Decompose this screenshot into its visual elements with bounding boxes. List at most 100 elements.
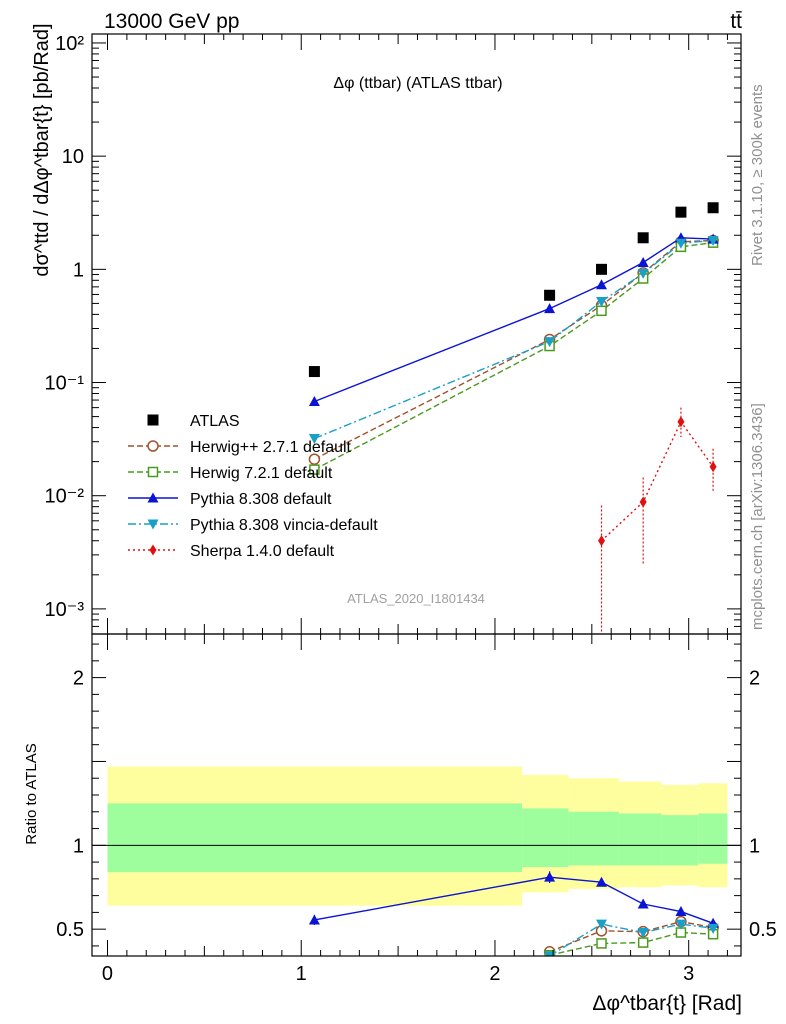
data-point — [675, 238, 687, 249]
ratio-y-tick-label: 2 — [73, 668, 84, 690]
ratio-point — [707, 923, 719, 934]
ratio-point — [675, 906, 687, 917]
series-pythia-8-308-vincia-default — [308, 235, 719, 445]
rivet-label: Rivet 3.1.10, ≥ 300k events — [749, 84, 766, 266]
data-point — [598, 535, 606, 547]
legend-marker — [147, 466, 159, 478]
ratio-y-tick-label: 1 — [73, 835, 84, 857]
data-point — [309, 464, 320, 475]
data-point — [596, 263, 608, 275]
data-point — [639, 496, 647, 508]
series-pythia-8-308-default — [308, 232, 719, 406]
x-tick-label: 1 — [296, 963, 307, 985]
data-point — [308, 434, 320, 445]
series-sherpa-1-4-0-default — [598, 407, 717, 634]
legend-label: Pythia 8.308 vincia-default — [190, 517, 378, 534]
x-tick-label: 0 — [102, 963, 113, 985]
series-line — [314, 239, 714, 460]
series-atlas — [308, 202, 719, 378]
series-herwig-2-7-1-default — [308, 234, 719, 465]
data-point — [675, 206, 687, 218]
legend-entry: Herwig++ 2.7.1 default — [128, 439, 352, 456]
data-point — [308, 395, 320, 406]
legend-label: Herwig++ 2.7.1 default — [190, 439, 352, 456]
y-tick-label: 1 — [73, 259, 84, 281]
inner-band-segment — [107, 803, 523, 873]
main-plot-panel — [308, 202, 719, 634]
mcplots-label: mcplots.cern.ch [arXiv:1306.3436] — [749, 403, 766, 630]
ratio-line — [549, 920, 714, 953]
inner-band-segment — [522, 808, 569, 868]
x-tick-label: 2 — [489, 963, 500, 985]
ratio-plot-panel — [308, 871, 719, 956]
data-point — [544, 289, 556, 301]
y-tick-label: 10⁻² — [45, 486, 85, 508]
legend-marker — [149, 544, 157, 556]
data-point — [596, 279, 608, 290]
legend-label: Herwig 7.2.1 default — [190, 465, 333, 482]
ratio-point — [637, 928, 649, 939]
ratio-y-axis-label: Ratio to ATLAS — [23, 743, 40, 844]
ratio-point — [544, 951, 556, 956]
legend-entry: Sherpa 1.4.0 default — [128, 543, 335, 560]
energy-label: 13000 GeV pp — [104, 10, 239, 33]
data-point — [544, 337, 556, 348]
data-point — [308, 453, 321, 465]
ratio-line — [314, 876, 714, 924]
y-tick-label: 10⁻¹ — [45, 373, 85, 395]
inner-band-segment — [661, 815, 699, 866]
ratio-point — [308, 914, 320, 925]
ratio-point — [596, 876, 608, 887]
inner-band-segment — [618, 813, 662, 866]
y-tick-label: 10⁻³ — [45, 599, 85, 621]
data-point — [637, 256, 649, 267]
legend: ATLAS Herwig++ 2.7.1 default Herwig 7.2.1 … — [128, 413, 378, 560]
y-tick-label: 10² — [55, 33, 84, 55]
inner-band-segment — [568, 811, 619, 866]
ratio-point — [637, 937, 649, 948]
legend-marker — [147, 519, 159, 530]
series-line — [314, 241, 714, 471]
ratio-uncertainty-bands — [92, 766, 741, 906]
series-line — [314, 237, 714, 403]
data-point — [637, 232, 649, 244]
axes: 10⁻³ 10⁻² 10⁻¹ 1 10 10² 0 1 2 3 0.5 0.5 1 1 2 2 — [45, 33, 777, 985]
series-line — [601, 420, 714, 542]
ratio-point — [596, 938, 607, 949]
legend-label: Sherpa 1.4.0 default — [190, 543, 335, 560]
ratio-y-tick-label-right: 2 — [749, 668, 760, 690]
ratio-y-tick-label-right: 1 — [749, 835, 760, 857]
legend-label: ATLAS — [190, 413, 240, 430]
ratio-point — [637, 898, 649, 909]
data-point — [677, 416, 685, 428]
data-point — [707, 202, 719, 214]
series-line — [314, 239, 714, 440]
data-point — [637, 268, 649, 279]
legend-entry: ATLAS — [147, 413, 240, 430]
ratio-series-pythia-8-308-vincia-default — [544, 919, 719, 956]
inner-band-segment — [698, 813, 728, 864]
process-label: tt̄ — [730, 10, 742, 33]
data-point — [709, 461, 717, 473]
data-point — [707, 235, 719, 246]
legend-marker — [147, 414, 159, 426]
legend-entry: Pythia 8.308 vincia-default — [128, 517, 378, 534]
legend-entry: Herwig 7.2.1 default — [128, 465, 333, 482]
ratio-y-tick-label-right: 0.5 — [749, 919, 777, 941]
legend-marker — [147, 492, 159, 503]
data-point — [596, 296, 608, 307]
watermark: ATLAS_2020_I1801434 — [347, 591, 485, 606]
ratio-series-herwig-7-2-1-default — [544, 927, 719, 956]
ratio-point — [675, 919, 687, 930]
y-tick-label: 10 — [62, 146, 84, 168]
ratio-point — [596, 919, 608, 930]
data-point — [308, 366, 320, 378]
data-point — [544, 303, 556, 314]
ratio-point — [544, 871, 556, 882]
ratio-y-tick-label: 0.5 — [56, 919, 84, 941]
data-point — [596, 305, 607, 317]
legend-label: Pythia 8.308 default — [190, 491, 332, 508]
main-y-axis-label: dσ^ttd / dΔφ^tbar{t} [pb/Rad] — [31, 23, 53, 276]
legend-marker — [147, 440, 159, 452]
